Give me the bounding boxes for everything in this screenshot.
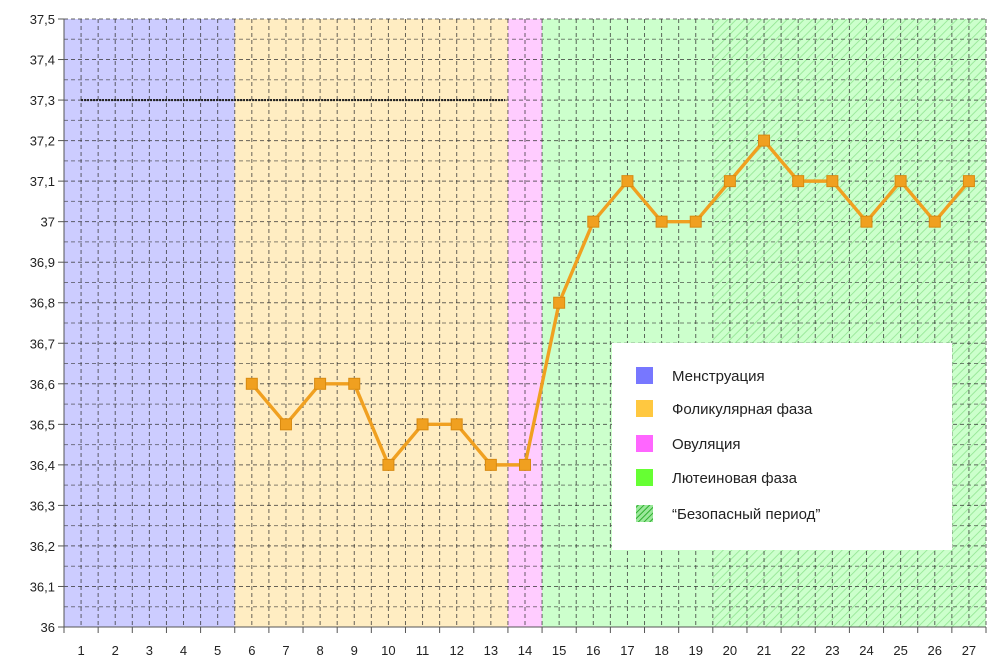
x-tick-label: 17: [620, 643, 634, 658]
legend-swatch-safe-period: [636, 505, 653, 522]
y-tick-label: 37,4: [30, 53, 55, 68]
legend-label-safe-period: “Безопасный период”: [672, 506, 820, 523]
y-tick-label: 37,2: [30, 134, 55, 149]
legend-label-luteal: Лютеиновая фаза: [672, 470, 798, 487]
data-point: [723, 175, 736, 188]
y-tick-label: 36,4: [30, 458, 55, 473]
axes: [58, 18, 987, 633]
data-point: [484, 458, 497, 471]
x-tick-label: 2: [112, 643, 119, 658]
x-tick-label: 25: [893, 643, 907, 658]
x-tick-label: 8: [316, 643, 323, 658]
data-point: [894, 175, 907, 188]
x-tick-label: 7: [282, 643, 289, 658]
y-tick-label: 37,1: [30, 174, 55, 189]
data-point: [758, 134, 771, 147]
y-tick-label: 37,5: [30, 12, 55, 27]
x-tick-label: 6: [248, 643, 255, 658]
temperature-series: [245, 134, 975, 471]
x-tick-label: 12: [449, 643, 463, 658]
legend-swatch-luteal: [636, 469, 653, 486]
legend-label-menstruation: Менструация: [672, 368, 765, 385]
data-point: [382, 458, 395, 471]
data-point: [860, 215, 873, 228]
data-point: [621, 175, 634, 188]
x-tick-label: 14: [518, 643, 532, 658]
x-tick-label: 3: [146, 643, 153, 658]
y-tick-labels: 36 36,1 36,2 36,3 36,4 36,5 36,6 36,7 36,8 36,9 37…: [30, 12, 55, 635]
y-tick-label: 36,7: [30, 336, 55, 351]
y-tick-label: 36: [41, 620, 55, 635]
x-tick-label: 16: [586, 643, 600, 658]
data-point: [314, 377, 327, 390]
y-tick-label: 36,8: [30, 296, 55, 311]
x-tick-label: 21: [757, 643, 771, 658]
data-point: [348, 377, 361, 390]
y-tick-label: 36,9: [30, 255, 55, 270]
data-point: [450, 418, 463, 431]
y-tick-label: 36,5: [30, 417, 55, 432]
x-tick-label: 11: [416, 643, 430, 658]
x-tick-label: 4: [180, 643, 187, 658]
x-tick-label: 26: [928, 643, 942, 658]
data-point: [279, 418, 292, 431]
data-point: [928, 215, 941, 228]
x-tick-label: 9: [351, 643, 358, 658]
legend-swatch-follicular: [636, 400, 653, 417]
y-tick-label: 36,3: [30, 498, 55, 513]
data-point: [962, 175, 975, 188]
x-tick-label: 13: [484, 643, 498, 658]
data-point: [792, 175, 805, 188]
y-tick-label: 37: [41, 215, 55, 230]
legend-swatch-menstruation: [636, 367, 653, 384]
data-point: [655, 215, 668, 228]
x-tick-label: 20: [723, 643, 737, 658]
x-tick-label: 1: [77, 643, 84, 658]
data-point: [416, 418, 429, 431]
data-point: [826, 175, 839, 188]
legend-swatch-ovulation: [636, 435, 653, 452]
legend: Менструация Фоликулярная фаза Овуляция Л…: [612, 343, 952, 550]
legend-label-follicular: Фоликулярная фаза: [672, 401, 813, 418]
x-tick-label: 19: [689, 643, 703, 658]
data-point: [587, 215, 600, 228]
x-tick-label: 27: [962, 643, 976, 658]
data-point: [689, 215, 702, 228]
y-tick-label: 36,6: [30, 377, 55, 392]
legend-label-ovulation: Овуляция: [672, 436, 740, 453]
x-tick-label: 23: [825, 643, 839, 658]
x-tick-labels: 1 2 3 4 5 6 7 8 9 10 11 12 13 14 15 16 17 18 19 20 21 22 23 24 2…: [77, 643, 976, 658]
data-point: [519, 458, 531, 471]
y-tick-label: 37,3: [30, 93, 55, 108]
data-point: [245, 377, 258, 390]
y-tick-label: 36,1: [30, 579, 55, 594]
y-tick-label: 36,2: [30, 539, 55, 554]
x-tick-label: 5: [214, 643, 221, 658]
series-line: [250, 138, 971, 467]
x-tick-label: 22: [791, 643, 805, 658]
x-tick-label: 18: [654, 643, 668, 658]
x-tick-label: 10: [381, 643, 395, 658]
x-tick-label: 24: [859, 643, 873, 658]
legend-box: [612, 343, 952, 550]
x-tick-label: 15: [552, 643, 566, 658]
data-point: [553, 296, 566, 309]
